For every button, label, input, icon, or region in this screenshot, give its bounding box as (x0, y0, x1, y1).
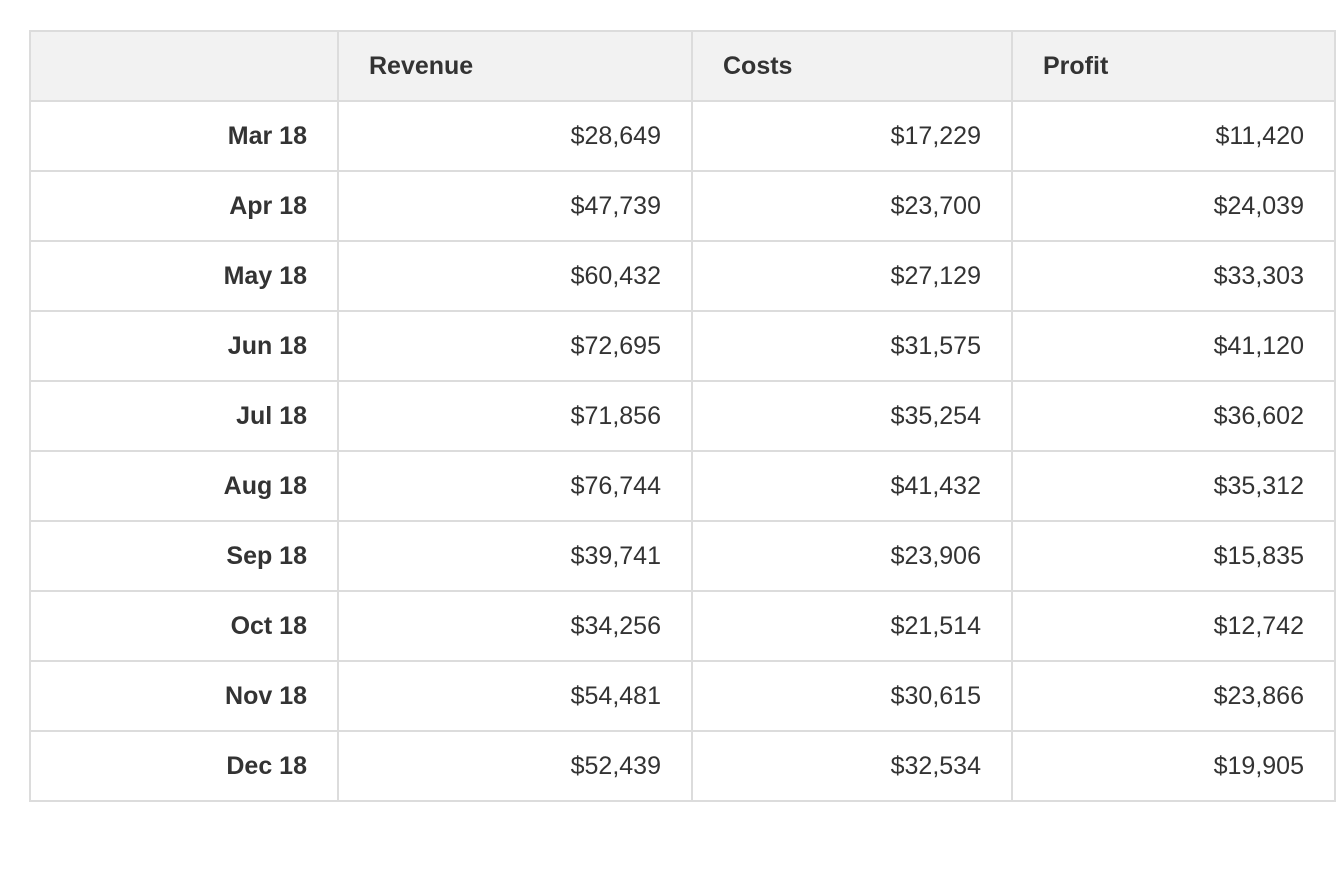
table-row: Apr 18 $47,739 $23,700 $24,039 (29, 170, 1336, 242)
costs-cell: $30,615 (691, 660, 1013, 732)
table-row: Dec 18 $52,439 $32,534 $19,905 (29, 730, 1336, 802)
profit-cell: $36,602 (1011, 380, 1336, 452)
row-label: May 18 (29, 240, 339, 312)
table-row: Aug 18 $76,744 $41,432 $35,312 (29, 450, 1336, 522)
table-row: Jun 18 $72,695 $31,575 $41,120 (29, 310, 1336, 382)
revenue-costs-profit-table: Revenue Costs Profit Mar 18 $28,649 $17,… (29, 30, 1336, 802)
row-label: Nov 18 (29, 660, 339, 732)
row-label: Sep 18 (29, 520, 339, 592)
costs-cell: $31,575 (691, 310, 1013, 382)
table-row: Mar 18 $28,649 $17,229 $11,420 (29, 100, 1336, 172)
costs-cell: $35,254 (691, 380, 1013, 452)
row-label: Dec 18 (29, 730, 339, 802)
profit-cell: $33,303 (1011, 240, 1336, 312)
header-costs: Costs (691, 30, 1013, 102)
revenue-cell: $34,256 (337, 590, 693, 662)
header-row: Revenue Costs Profit (29, 30, 1336, 102)
row-label: Oct 18 (29, 590, 339, 662)
header-profit: Profit (1011, 30, 1336, 102)
table-row: May 18 $60,432 $27,129 $33,303 (29, 240, 1336, 312)
revenue-cell: $54,481 (337, 660, 693, 732)
table-row: Oct 18 $34,256 $21,514 $12,742 (29, 590, 1336, 662)
profit-cell: $35,312 (1011, 450, 1336, 522)
profit-cell: $41,120 (1011, 310, 1336, 382)
revenue-cell: $47,739 (337, 170, 693, 242)
table-row: Sep 18 $39,741 $23,906 $15,835 (29, 520, 1336, 592)
revenue-cell: $72,695 (337, 310, 693, 382)
table-header: Revenue Costs Profit (29, 30, 1336, 102)
profit-cell: $24,039 (1011, 170, 1336, 242)
row-label: Mar 18 (29, 100, 339, 172)
costs-cell: $27,129 (691, 240, 1013, 312)
costs-cell: $23,700 (691, 170, 1013, 242)
profit-cell: $19,905 (1011, 730, 1336, 802)
revenue-cell: $52,439 (337, 730, 693, 802)
profit-cell: $11,420 (1011, 100, 1336, 172)
table-row: Jul 18 $71,856 $35,254 $36,602 (29, 380, 1336, 452)
revenue-cell: $76,744 (337, 450, 693, 522)
row-label: Jul 18 (29, 380, 339, 452)
row-label: Aug 18 (29, 450, 339, 522)
profit-cell: $23,866 (1011, 660, 1336, 732)
row-label: Apr 18 (29, 170, 339, 242)
header-revenue: Revenue (337, 30, 693, 102)
row-label: Jun 18 (29, 310, 339, 382)
profit-cell: $12,742 (1011, 590, 1336, 662)
costs-cell: $23,906 (691, 520, 1013, 592)
costs-cell: $21,514 (691, 590, 1013, 662)
revenue-cell: $71,856 (337, 380, 693, 452)
revenue-cell: $28,649 (337, 100, 693, 172)
table-row: Nov 18 $54,481 $30,615 $23,866 (29, 660, 1336, 732)
data-table-container: Revenue Costs Profit Mar 18 $28,649 $17,… (29, 30, 1336, 802)
profit-cell: $15,835 (1011, 520, 1336, 592)
costs-cell: $32,534 (691, 730, 1013, 802)
revenue-cell: $39,741 (337, 520, 693, 592)
header-row-label (29, 30, 339, 102)
costs-cell: $41,432 (691, 450, 1013, 522)
table-body: Mar 18 $28,649 $17,229 $11,420 Apr 18 $4… (29, 100, 1336, 802)
costs-cell: $17,229 (691, 100, 1013, 172)
revenue-cell: $60,432 (337, 240, 693, 312)
